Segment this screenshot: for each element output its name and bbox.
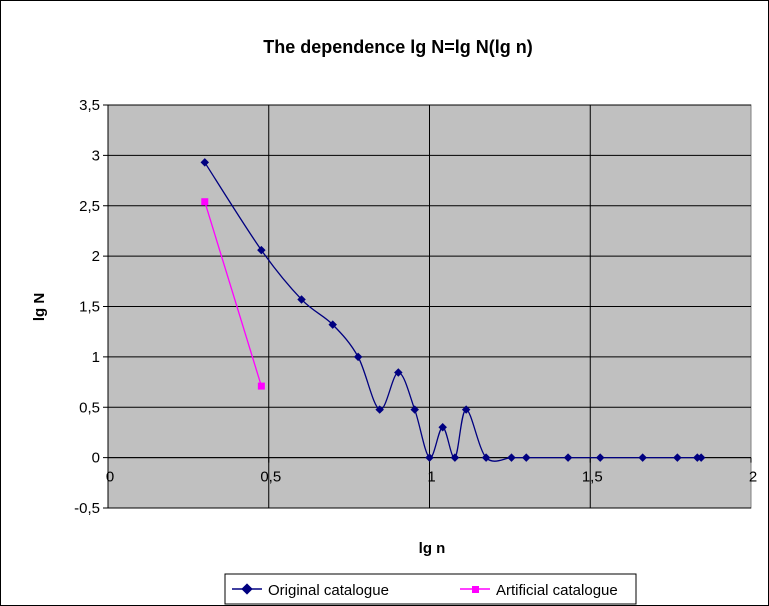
y-tick-labels: 3,5 3 2,5 2 1,5 1 0,5 0 -0,5: [74, 97, 108, 517]
artificial-point-marker: [257, 382, 265, 390]
original-point-marker: [425, 453, 434, 462]
original-point-marker: [461, 405, 471, 414]
original-point-marker: [438, 423, 447, 432]
y-tick-label: 3: [92, 147, 100, 164]
x-tick-label: 0: [106, 469, 114, 486]
series-line-artificial: [204, 201, 262, 387]
x-tick-labels: 0 0,5 1 1,5 2: [106, 457, 757, 486]
original-point-marker: [394, 368, 403, 377]
x-tick-label: 1,5: [582, 469, 603, 486]
original-point-marker: [375, 405, 384, 414]
series-markers: [200, 158, 706, 462]
legend-original-label: Original catalogue: [268, 582, 389, 599]
x-axis-title: lg n: [419, 540, 446, 557]
original-point-marker: [563, 453, 573, 462]
x-tick-label: 0,5: [260, 469, 281, 486]
original-point-marker: [696, 453, 706, 462]
y-tick-label: 1,5: [79, 299, 100, 316]
legend-original-marker: [241, 583, 253, 595]
original-point-marker: [353, 352, 363, 362]
legend: Original catalogue Artificial catalogue: [224, 573, 637, 605]
original-point-marker: [507, 453, 516, 462]
y-tick-label: 2: [92, 248, 100, 265]
y-tick-label: -0,5: [74, 500, 100, 517]
legend-artificial-label: Artificial catalogue: [496, 582, 618, 599]
x-tick-label: 1: [427, 469, 435, 486]
legend-box: [224, 573, 637, 605]
original-point-marker: [522, 453, 531, 462]
original-point-marker: [410, 405, 419, 414]
x-tick-label: 2: [749, 469, 757, 486]
artificial-point-marker: [201, 198, 209, 206]
y-tick-label: 0,5: [79, 399, 100, 416]
y-axis-title: lg N: [31, 293, 48, 321]
original-point-marker: [673, 453, 682, 462]
original-point-marker: [328, 320, 337, 329]
y-tick-label: 1: [92, 349, 100, 366]
original-point-marker: [450, 453, 460, 462]
y-tick-label: 3,5: [79, 97, 100, 114]
original-point-marker: [257, 245, 266, 255]
original-point-marker: [481, 453, 491, 462]
legend-artificial-marker: [472, 586, 479, 593]
y-tick-label: 2,5: [79, 198, 100, 215]
chart-title: The dependence lg N=lg N(lg n): [263, 37, 533, 57]
original-point-marker: [638, 453, 647, 462]
original-point-marker: [200, 158, 210, 167]
original-point-marker: [297, 295, 306, 304]
original-point-marker: [595, 453, 605, 462]
y-tick-label: 0: [92, 450, 100, 467]
